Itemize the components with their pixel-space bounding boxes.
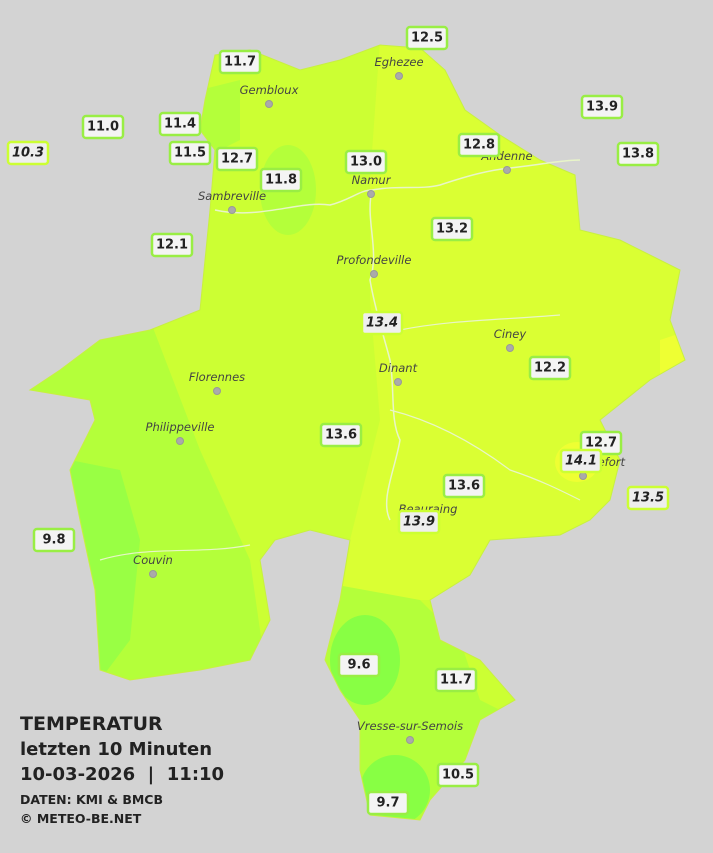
legend-source: DATEN: KMI & BMCB <box>20 792 163 807</box>
station-temperature: 13.5 <box>632 491 664 506</box>
station-box <box>442 473 486 499</box>
station-box <box>32 527 76 553</box>
station-box <box>626 485 670 511</box>
station-box <box>158 111 202 137</box>
city-dot <box>406 736 414 744</box>
city-dot <box>176 437 184 445</box>
station-temperature: 11.8 <box>265 173 297 188</box>
station-temperature: 12.7 <box>585 436 617 451</box>
station-box <box>150 232 194 258</box>
city-name: Florennes <box>189 370 245 384</box>
station-temperature: 13.2 <box>436 222 468 237</box>
city-dot <box>228 206 236 214</box>
station-box <box>168 140 212 166</box>
city-dot <box>503 166 511 174</box>
station-temperature: 9.7 <box>376 796 399 811</box>
station-temperature: 10.5 <box>442 768 474 783</box>
station-temperature: 12.1 <box>156 238 188 253</box>
river <box>369 189 401 521</box>
station-temperature: 12.7 <box>221 152 253 167</box>
station-box <box>337 652 381 678</box>
station-temperature: 13.9 <box>403 515 435 530</box>
river <box>99 314 581 561</box>
station-box <box>405 25 449 51</box>
station-box <box>430 216 474 242</box>
station-box <box>580 94 624 120</box>
station-box <box>559 448 603 474</box>
city-dot <box>395 72 403 80</box>
station-temperature: 9.6 <box>347 658 370 673</box>
station-box <box>434 667 478 693</box>
city-dot <box>394 378 402 386</box>
station-temperature: 12.5 <box>411 31 443 46</box>
station-temperature: 13.4 <box>366 316 398 331</box>
legend-subtitle: letzten 10 Minuten <box>20 739 212 760</box>
city-dot <box>265 100 273 108</box>
city-name: Couvin <box>133 553 173 567</box>
station-temperature: 13.0 <box>350 155 382 170</box>
station-temperature: 12.8 <box>463 138 495 153</box>
city-name: Philippeville <box>146 420 215 434</box>
city-name: Gembloux <box>240 83 299 97</box>
legend-copyright: © METEO-BE.NET <box>20 811 142 826</box>
city-dot <box>579 472 587 480</box>
station-box <box>528 355 572 381</box>
station-box <box>457 132 501 158</box>
station-temperature: 13.8 <box>622 147 654 162</box>
station-box <box>344 149 388 175</box>
city-name: Profondeville <box>337 253 412 267</box>
legend-timestamp: 10-03-2026 | 11:10 <box>20 764 224 785</box>
station-temperature: 9.8 <box>42 533 65 548</box>
station-box <box>360 310 404 336</box>
station-temperature: 11.4 <box>164 117 196 132</box>
station-box <box>215 146 259 172</box>
station-box <box>366 790 410 816</box>
station-temperature: 11.0 <box>87 120 119 135</box>
station-temperature: 14.1 <box>565 454 597 469</box>
city-dot <box>149 570 157 578</box>
river <box>214 159 581 214</box>
zone <box>200 80 240 160</box>
station-temperature: 11.7 <box>224 55 256 70</box>
station-temperature: 11.5 <box>174 146 206 161</box>
station-temperature: 12.2 <box>534 361 566 376</box>
station-temperature: 11.7 <box>440 673 472 688</box>
city-name: Dinant <box>379 361 418 375</box>
station-temperature: 13.9 <box>586 100 618 115</box>
city-dot <box>506 344 514 352</box>
station-box <box>616 141 660 167</box>
station-temperature: 13.6 <box>448 479 480 494</box>
city-name: Vresse-sur-Semois <box>357 719 463 733</box>
station-box <box>6 140 50 166</box>
legend-title: TEMPERATUR <box>20 713 163 735</box>
city-dot <box>370 270 378 278</box>
station-box <box>259 167 303 193</box>
station-temperature: 10.3 <box>12 146 44 161</box>
city-name: Namur <box>352 173 392 187</box>
station-box <box>218 49 262 75</box>
station-box <box>397 509 441 535</box>
station-box <box>81 114 125 140</box>
city-dot <box>367 190 375 198</box>
city-name: Sambreville <box>198 189 266 203</box>
city-dot <box>213 387 221 395</box>
station-box <box>319 422 363 448</box>
city-name: Ciney <box>494 327 527 341</box>
station-temperature: 13.6 <box>325 428 357 443</box>
city-name: Eghezee <box>374 55 423 69</box>
station-box <box>436 762 480 788</box>
